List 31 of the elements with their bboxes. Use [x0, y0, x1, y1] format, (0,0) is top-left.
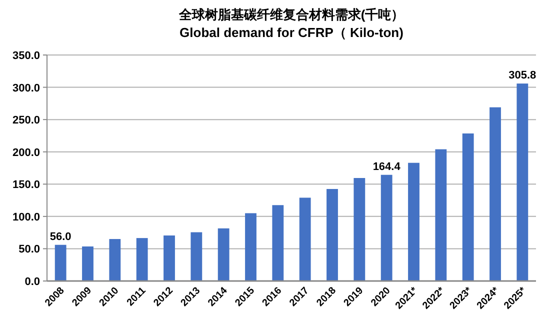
bar: [190, 232, 202, 281]
bar: [218, 228, 230, 281]
bar: [54, 244, 66, 281]
bar: [272, 205, 284, 281]
y-tick-label: 350.0: [12, 50, 40, 62]
bar: [245, 213, 256, 281]
bar: [299, 198, 311, 281]
bar: [408, 162, 420, 281]
y-tick-label: 50.0: [18, 244, 40, 256]
data-label: 164.4: [372, 160, 402, 173]
bar: [109, 239, 121, 281]
data-label: 305.8: [508, 70, 536, 82]
bar: [490, 107, 501, 281]
y-tick-label: 150.0: [12, 179, 40, 192]
data-label: 56.0: [50, 230, 72, 243]
y-tick-label: 250.0: [12, 114, 40, 127]
bar: [136, 238, 148, 281]
y-tick-label: 0.0: [24, 276, 40, 288]
bar: [82, 246, 94, 281]
chart-title: 全球树脂基碳纤维复合材料需求(千吨）: [178, 7, 404, 22]
bar: [354, 178, 366, 281]
y-tick-label: 100.0: [12, 211, 40, 224]
y-tick-label: 200.0: [12, 146, 40, 159]
y-tick-label: 300.0: [12, 82, 40, 94]
bar: [462, 133, 474, 281]
chart-subtitle: Global demand for CFRP（ Kilo-ton): [180, 25, 404, 40]
bar: [435, 149, 447, 281]
bar: [516, 84, 528, 281]
bar: [164, 235, 175, 281]
bar: [380, 174, 392, 281]
bar: [326, 188, 338, 281]
